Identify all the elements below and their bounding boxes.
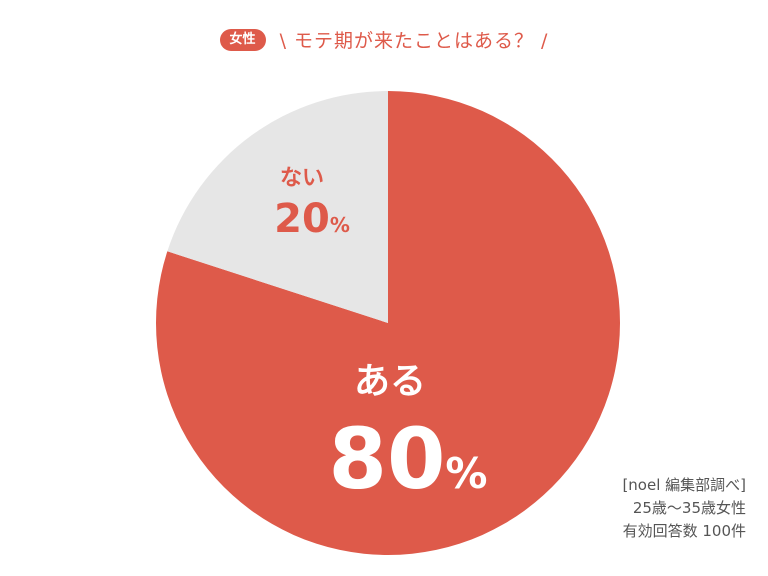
slice-label-aru: ある — [353, 361, 426, 402]
chart-header: 女性 \ モテ期が来たことはある？ / — [0, 26, 768, 53]
slice-value-nai: 20% — [262, 196, 362, 242]
source-note: [noel 編集部調べ] 25歳〜35歳女性 有効回答数 100件 — [622, 474, 746, 543]
source-line-3: 有効回答数 100件 — [622, 522, 746, 540]
chart-title: \ モテ期が来たことはある？ / — [279, 30, 549, 52]
gender-badge: 女性 — [219, 28, 266, 51]
slice-value-nai-number: 20 — [274, 196, 330, 242]
slice-value-nai-unit: % — [329, 213, 350, 237]
slice-value-aru-unit: % — [445, 449, 488, 498]
slice-value-aru-number: 80 — [328, 410, 446, 508]
slice-label-nai: ない — [279, 166, 324, 191]
pie-slice-1 — [167, 90, 388, 323]
slice-value-aru: 80% — [318, 410, 498, 508]
source-line-1: [noel 編集部調べ] — [622, 476, 746, 494]
source-line-2: 25歳〜35歳女性 — [632, 499, 746, 517]
